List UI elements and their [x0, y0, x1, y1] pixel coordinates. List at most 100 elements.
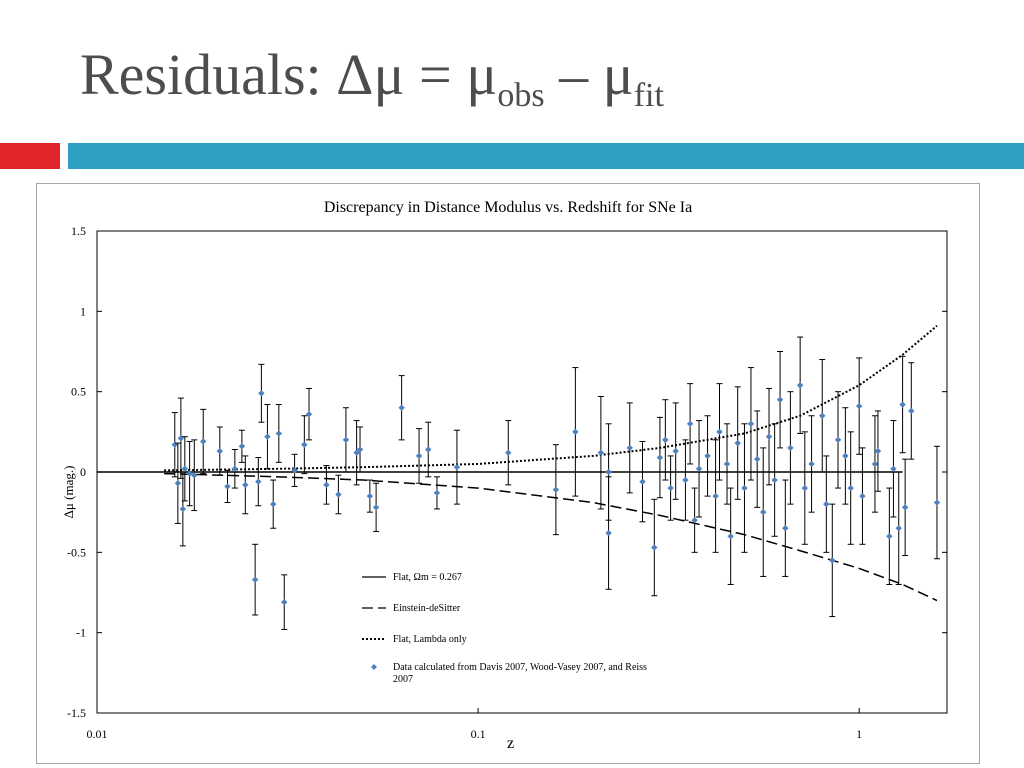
- data-point: [238, 443, 246, 450]
- data-point: [231, 465, 239, 472]
- y-tick-label: 0: [80, 465, 86, 479]
- data-point: [771, 476, 778, 484]
- data-point: [398, 404, 405, 411]
- data-point: [901, 504, 909, 511]
- data-point: [305, 410, 313, 418]
- y-tick-label: 1.5: [71, 224, 86, 238]
- data-point: [301, 441, 308, 448]
- data-point: [760, 508, 767, 516]
- y-tick-label: -1: [76, 626, 86, 640]
- data-point: [224, 483, 231, 490]
- legend-label-einstein-desitter: Einstein-deSitter: [393, 603, 461, 614]
- data-point: [855, 402, 863, 410]
- data-point: [753, 455, 761, 463]
- data-point: [505, 449, 512, 456]
- data-point: [908, 407, 915, 415]
- data-point: [335, 491, 342, 498]
- series-line-flat-lambda-only: [164, 325, 938, 472]
- title-main-text: Residuals: Δμ = μ: [80, 42, 498, 107]
- data-point: [270, 500, 277, 508]
- data-point: [776, 396, 784, 403]
- data-point: [899, 401, 906, 408]
- data-point: [823, 500, 830, 508]
- legend-label-flat-m-0-267: Flat, Ωm = 0.267: [393, 572, 462, 583]
- x-tick-label: 0.01: [87, 727, 108, 741]
- data-point: [890, 465, 897, 472]
- data-point: [216, 447, 223, 455]
- data-point: [782, 525, 789, 532]
- data-point: [251, 576, 259, 583]
- legend-label-data-points-cont: 2007: [393, 674, 413, 685]
- data-point: [672, 447, 679, 455]
- series-line-einstein-desitter: [164, 472, 938, 602]
- accent-band-red: [0, 143, 60, 169]
- data-point: [741, 484, 748, 492]
- chart-title: Discrepancy in Distance Modulus vs. Reds…: [323, 199, 693, 216]
- data-point: [662, 436, 669, 444]
- data-point: [605, 529, 612, 537]
- data-point: [200, 438, 207, 445]
- data-point: [366, 492, 374, 500]
- data-point: [255, 478, 262, 485]
- data-point: [787, 444, 794, 452]
- data-point: [174, 480, 182, 487]
- slide-title: Residuals: Δμ = μobs – μfit: [80, 40, 664, 117]
- data-point: [179, 505, 187, 513]
- data-point: [886, 533, 893, 540]
- data-point: [765, 433, 773, 440]
- data-point: [712, 492, 719, 500]
- data-point: [171, 441, 178, 448]
- data-point: [847, 484, 854, 492]
- data-point: [933, 499, 941, 506]
- data-point: [323, 481, 330, 489]
- data-point: [716, 428, 723, 436]
- data-point: [727, 533, 734, 540]
- x-tick-label: 0.1: [471, 727, 486, 741]
- title-subscript-obs: obs: [497, 77, 545, 114]
- data-point: [796, 382, 804, 389]
- data-point: [656, 454, 664, 461]
- data-point: [281, 598, 288, 606]
- data-point: [682, 476, 689, 484]
- data-point: [842, 452, 849, 460]
- data-point: [695, 465, 703, 472]
- data-point: [667, 484, 674, 492]
- data-point: [342, 436, 350, 444]
- chart-container: 1.5 1 0.5 0 -0.5 -1 -1.5 0.01 0.1 1 Flat, Ωm = 0.2…: [36, 183, 980, 764]
- y-tick-label: 0.5: [71, 385, 86, 399]
- data-point: [801, 484, 809, 492]
- data-point: [874, 447, 882, 455]
- legend-swatch-data-points: [371, 664, 377, 670]
- y-tick-label: 1: [80, 304, 86, 318]
- data-point: [859, 492, 866, 500]
- data-point: [651, 544, 658, 551]
- data-point: [425, 446, 432, 453]
- data-point: [181, 465, 189, 472]
- data-point: [291, 467, 298, 474]
- data-point: [871, 460, 879, 468]
- data-point: [704, 452, 711, 460]
- data-point: [829, 557, 836, 564]
- title-mid-text: – μ: [544, 42, 634, 107]
- x-tick-label: 1: [856, 727, 862, 741]
- data-point: [353, 449, 360, 456]
- data-point: [747, 420, 755, 427]
- data-point: [819, 412, 826, 419]
- accent-band-blue: [68, 143, 1024, 169]
- data-point: [552, 486, 560, 493]
- x-axis-title: z: [507, 735, 515, 752]
- data-point: [275, 430, 283, 437]
- data-point: [639, 478, 646, 485]
- data-point: [605, 468, 612, 476]
- data-point: [572, 428, 579, 436]
- data-point: [597, 449, 605, 456]
- data-point: [356, 446, 364, 453]
- data-point: [433, 489, 441, 497]
- data-point: [895, 525, 902, 532]
- title-subscript-fit: fit: [633, 77, 664, 114]
- data-point: [453, 463, 461, 471]
- data-point: [834, 436, 842, 444]
- chart-svg: 1.5 1 0.5 0 -0.5 -1 -1.50.01 0.1 1 Flat, Ωm = 0.2…: [67, 224, 948, 741]
- y-axis-title: Δμ (mag.): [61, 465, 76, 519]
- y-tick-label: -1.5: [67, 706, 86, 720]
